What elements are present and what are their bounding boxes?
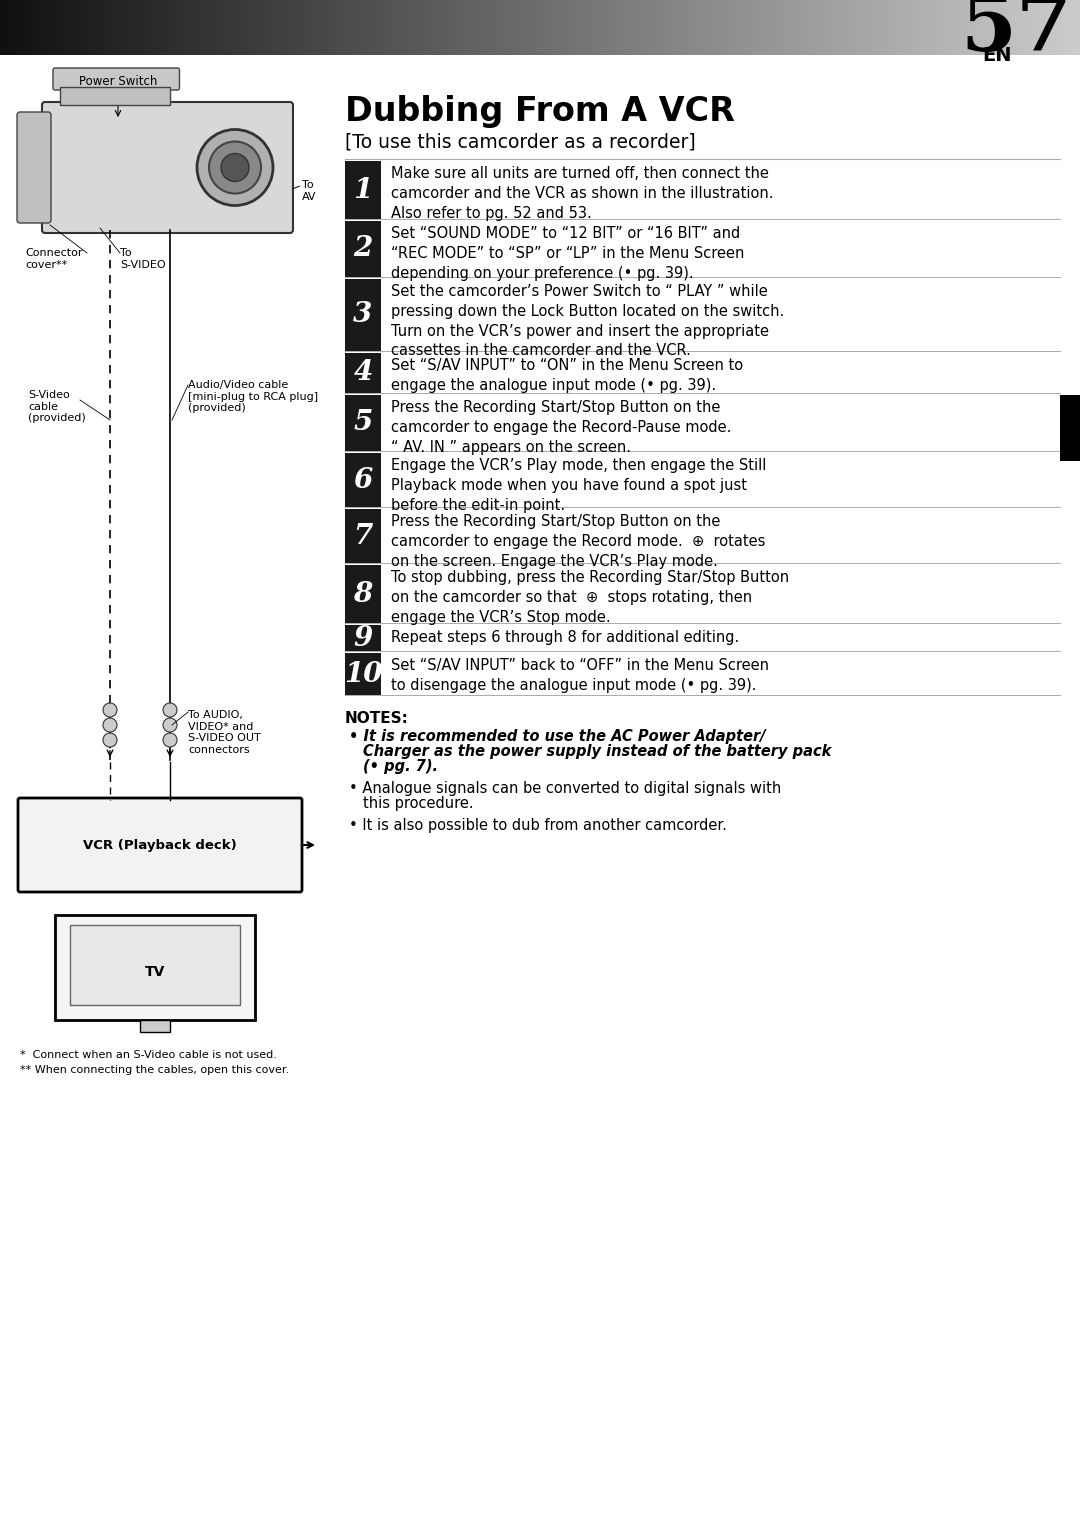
Bar (345, 221, 381, 277)
Text: 5: 5 (353, 409, 373, 437)
Text: Press the Recording Start/Stop Button on the
camcorder to engage the Record mode: Press the Recording Start/Stop Button on… (391, 514, 766, 569)
Text: Charger as the power supply instead of the battery pack: Charger as the power supply instead of t… (363, 744, 832, 759)
Text: 1: 1 (353, 176, 373, 204)
Text: • It is recommended to use the AC Power Adapter/: • It is recommended to use the AC Power … (349, 730, 766, 744)
Text: To
AV: To AV (302, 179, 316, 202)
Bar (60, 87, 171, 104)
Text: To
S-VIDEO: To S-VIDEO (120, 248, 165, 270)
Circle shape (221, 153, 249, 181)
Text: To stop dubbing, press the Recording Star/Stop Button
on the camcorder so that  : To stop dubbing, press the Recording Sta… (391, 570, 789, 624)
Bar (345, 353, 381, 392)
Text: [To use this camcorder as a recorder]: [To use this camcorder as a recorder] (345, 133, 696, 152)
Bar (345, 279, 381, 351)
Text: Press the Recording Start/Stop Button on the
camcorder to engage the Record-Paus: Press the Recording Start/Stop Button on… (391, 400, 731, 455)
Bar (345, 452, 381, 507)
Text: Set the camcorder’s Power Switch to “ PLAY ” while
pressing down the Lock Button: Set the camcorder’s Power Switch to “ PL… (391, 284, 784, 359)
Text: To AUDIO,
VIDEO* and
S-VIDEO OUT
connectors: To AUDIO, VIDEO* and S-VIDEO OUT connect… (188, 710, 260, 754)
Text: 8: 8 (353, 581, 373, 607)
Text: ** When connecting the cables, open this cover.: ** When connecting the cables, open this… (21, 1065, 289, 1075)
Circle shape (103, 733, 117, 747)
Text: • Analogue signals can be converted to digital signals with: • Analogue signals can be converted to d… (349, 780, 781, 796)
Bar (55, 915, 255, 1019)
Text: 6: 6 (353, 466, 373, 494)
Text: Set “S/AV INPUT” to “ON” in the Menu Screen to
engage the analogue input mode (•: Set “S/AV INPUT” to “ON” in the Menu Scr… (391, 359, 743, 392)
Circle shape (163, 704, 177, 717)
Text: EN: EN (983, 46, 1012, 64)
Text: 2: 2 (353, 236, 373, 262)
Text: VCR (Playback deck): VCR (Playback deck) (83, 839, 237, 851)
Text: Set “SOUND MODE” to “12 BIT” or “16 BIT” and
“REC MODE” to “SP” or “LP” in the M: Set “SOUND MODE” to “12 BIT” or “16 BIT”… (391, 225, 744, 281)
Text: 4: 4 (353, 360, 373, 386)
Text: Dubbing From A VCR: Dubbing From A VCR (345, 95, 734, 127)
Text: (• pg. 7).: (• pg. 7). (363, 759, 438, 774)
Text: 9: 9 (353, 624, 373, 652)
Circle shape (210, 141, 261, 193)
Circle shape (197, 129, 273, 205)
Circle shape (103, 717, 117, 731)
Text: Repeat steps 6 through 8 for additional editing.: Repeat steps 6 through 8 for additional … (391, 630, 739, 645)
Text: Engage the VCR’s Play mode, then engage the Still
Playback mode when you have fo: Engage the VCR’s Play mode, then engage … (391, 458, 767, 512)
FancyBboxPatch shape (42, 103, 293, 233)
Text: TV: TV (145, 966, 165, 980)
Bar (345, 509, 381, 563)
Text: S-Video
cable
(provided): S-Video cable (provided) (28, 389, 85, 423)
Text: Audio/Video cable
[mini-plug to RCA plug]
(provided): Audio/Video cable [mini-plug to RCA plug… (188, 380, 319, 414)
Bar (345, 653, 381, 694)
Text: 3: 3 (353, 302, 373, 328)
Bar (140, 1019, 170, 1032)
Text: 57: 57 (960, 0, 1072, 67)
Text: *  Connect when an S-Video cable is not used.: * Connect when an S-Video cable is not u… (21, 1050, 276, 1059)
FancyBboxPatch shape (18, 799, 302, 892)
Text: Set “S/AV INPUT” back to “OFF” in the Menu Screen
to disengage the analogue inpu: Set “S/AV INPUT” back to “OFF” in the Me… (391, 658, 769, 693)
Text: 10: 10 (343, 661, 382, 687)
Bar (345, 396, 381, 451)
FancyBboxPatch shape (17, 112, 51, 222)
Text: • It is also possible to dub from another camcorder.: • It is also possible to dub from anothe… (349, 819, 727, 832)
Text: Power Switch: Power Switch (79, 75, 158, 87)
Bar (345, 625, 381, 652)
Bar (345, 566, 381, 622)
Text: Connector
cover**: Connector cover** (25, 248, 82, 270)
Text: NOTES:: NOTES: (345, 711, 409, 727)
Bar (70, 924, 240, 1006)
Bar (1059, 396, 1080, 461)
Text: this procedure.: this procedure. (363, 796, 474, 811)
FancyBboxPatch shape (53, 67, 179, 90)
Text: Make sure all units are turned off, then connect the
camcorder and the VCR as sh: Make sure all units are turned off, then… (391, 166, 773, 221)
Text: 7: 7 (353, 523, 373, 549)
Circle shape (163, 717, 177, 731)
Bar (345, 161, 381, 219)
Circle shape (163, 733, 177, 747)
Circle shape (103, 704, 117, 717)
